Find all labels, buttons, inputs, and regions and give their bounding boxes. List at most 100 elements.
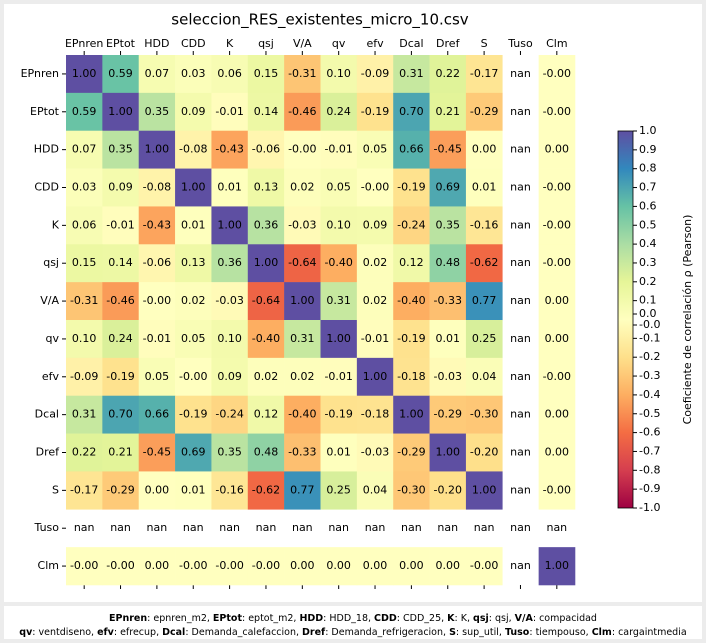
footer-text: : compacidad (533, 613, 597, 624)
cell-label: -0.00 (543, 370, 571, 383)
cell-label: -0.00 (252, 559, 280, 572)
cell-label: 0.05 (181, 332, 206, 345)
cell-label: 0.01 (472, 181, 497, 194)
heatmap-cell (175, 130, 212, 169)
colorbar-tick-label: -1.0 (639, 501, 660, 514)
cell-label: -0.20 (470, 446, 498, 459)
cell-label: -0.09 (70, 370, 98, 383)
cell-label: -0.46 (288, 105, 316, 118)
colorbar-tick-label: 0.3 (639, 256, 657, 269)
heatmap-cell (284, 433, 321, 472)
cell-label: -0.00 (543, 256, 571, 269)
cell-label: -0.29 (106, 483, 134, 496)
cell-label: 0.22 (72, 446, 97, 459)
cell-label: 0.25 (472, 332, 497, 345)
heatmap-cell (247, 395, 285, 434)
heatmap-cell (211, 357, 249, 397)
footer-key: Dcal (162, 627, 185, 638)
cell-label: 0.15 (72, 256, 97, 269)
heatmap-cell (356, 130, 394, 169)
x-tick-label: EPtot (106, 37, 136, 50)
heatmap-cell (320, 357, 358, 397)
cell-label: -0.00 (470, 559, 498, 572)
y-tick-label: S (52, 483, 59, 496)
heatmap-cell (429, 395, 467, 434)
cell-label: -0.17 (470, 67, 498, 80)
cell-label: 0.00 (290, 559, 315, 572)
heatmap-cell (211, 92, 249, 132)
cell-label: 0.09 (181, 105, 206, 118)
heatmap-cell (465, 547, 503, 586)
cell-label: 0.15 (254, 67, 279, 80)
heatmap-cell (66, 471, 103, 510)
heatmap-cell (247, 433, 285, 472)
y-tick-label: HDD (34, 143, 59, 156)
cell-label: -0.30 (470, 408, 498, 421)
footer-text: : ventdiseno, (32, 627, 97, 638)
cell-label: nan (437, 521, 458, 534)
heatmap-cell (175, 395, 212, 434)
cell-label: nan (510, 256, 531, 269)
cell-label: -0.45 (434, 143, 462, 156)
cell-label: -0.40 (252, 332, 280, 345)
cell-label: -0.06 (143, 256, 171, 269)
heatmap-cell (393, 168, 430, 207)
heatmap-cell (429, 168, 467, 207)
x-tick-label: Dcal (399, 37, 423, 50)
cell-label: 0.70 (108, 408, 133, 421)
heatmap-cell (429, 320, 467, 359)
heatmap-cell (175, 433, 212, 472)
colorbar-tick-label: 0.8 (639, 162, 657, 175)
footer-key: Clm (592, 627, 612, 638)
cell-label: 0.35 (108, 143, 133, 156)
heatmap-cell (393, 547, 430, 586)
cell-label: -0.01 (324, 143, 352, 156)
footer-text: : tiempouso, (529, 627, 591, 638)
heatmap-cell (138, 168, 176, 207)
heatmap-cell (429, 206, 467, 245)
footer-key: Dref (302, 627, 326, 638)
cell-label: -0.00 (143, 294, 171, 307)
cell-label: 0.05 (145, 370, 170, 383)
footer-text: : Demanda_refrigeracion, (325, 627, 449, 638)
heatmap-cell (356, 168, 394, 207)
heatmap-cell (356, 92, 394, 132)
heatmap-cell (284, 357, 321, 397)
x-tick-label: qv (332, 37, 346, 50)
colorbar (617, 130, 634, 509)
heatmap-cell (284, 168, 321, 207)
cell-label: 0.05 (363, 143, 388, 156)
colorbar-label: Coeficiente de correlación ρ (Pearson) (681, 215, 694, 425)
cell-label: 1.00 (290, 294, 315, 307)
heatmap-cell (211, 320, 249, 359)
cell-label: 0.03 (72, 181, 97, 194)
cell-label: nan (510, 294, 531, 307)
cell-label: 0.00 (145, 483, 170, 496)
cell-label: -0.00 (543, 67, 571, 80)
footer-key: qsj (473, 613, 489, 624)
cell-label: 0.10 (217, 332, 242, 345)
cell-label: nan (401, 521, 422, 534)
heatmap-cell (320, 282, 358, 321)
cell-label: nan (510, 67, 531, 80)
cell-label: 0.04 (363, 483, 388, 496)
cell-label: -0.00 (543, 105, 571, 118)
cell-label: nan (474, 521, 495, 534)
heatmap-cell (538, 433, 576, 472)
cell-label: -0.31 (288, 67, 316, 80)
cell-label: 0.35 (217, 446, 242, 459)
heatmap-cell (320, 433, 358, 472)
x-tick-label: efv (366, 37, 384, 50)
heatmap-cell (356, 357, 394, 397)
heatmap-cell (393, 395, 430, 434)
cell-label: -0.09 (361, 67, 389, 80)
cell-label: 1.00 (217, 218, 242, 231)
heatmap-cell (247, 357, 285, 397)
heatmap-cell (66, 92, 103, 132)
cell-label: 0.77 (290, 483, 315, 496)
colorbar-tick-label: -0.3 (639, 369, 660, 382)
heatmap-cell (138, 395, 176, 434)
cell-label: 0.00 (363, 559, 388, 572)
x-tick-label: Tuso (507, 37, 533, 50)
